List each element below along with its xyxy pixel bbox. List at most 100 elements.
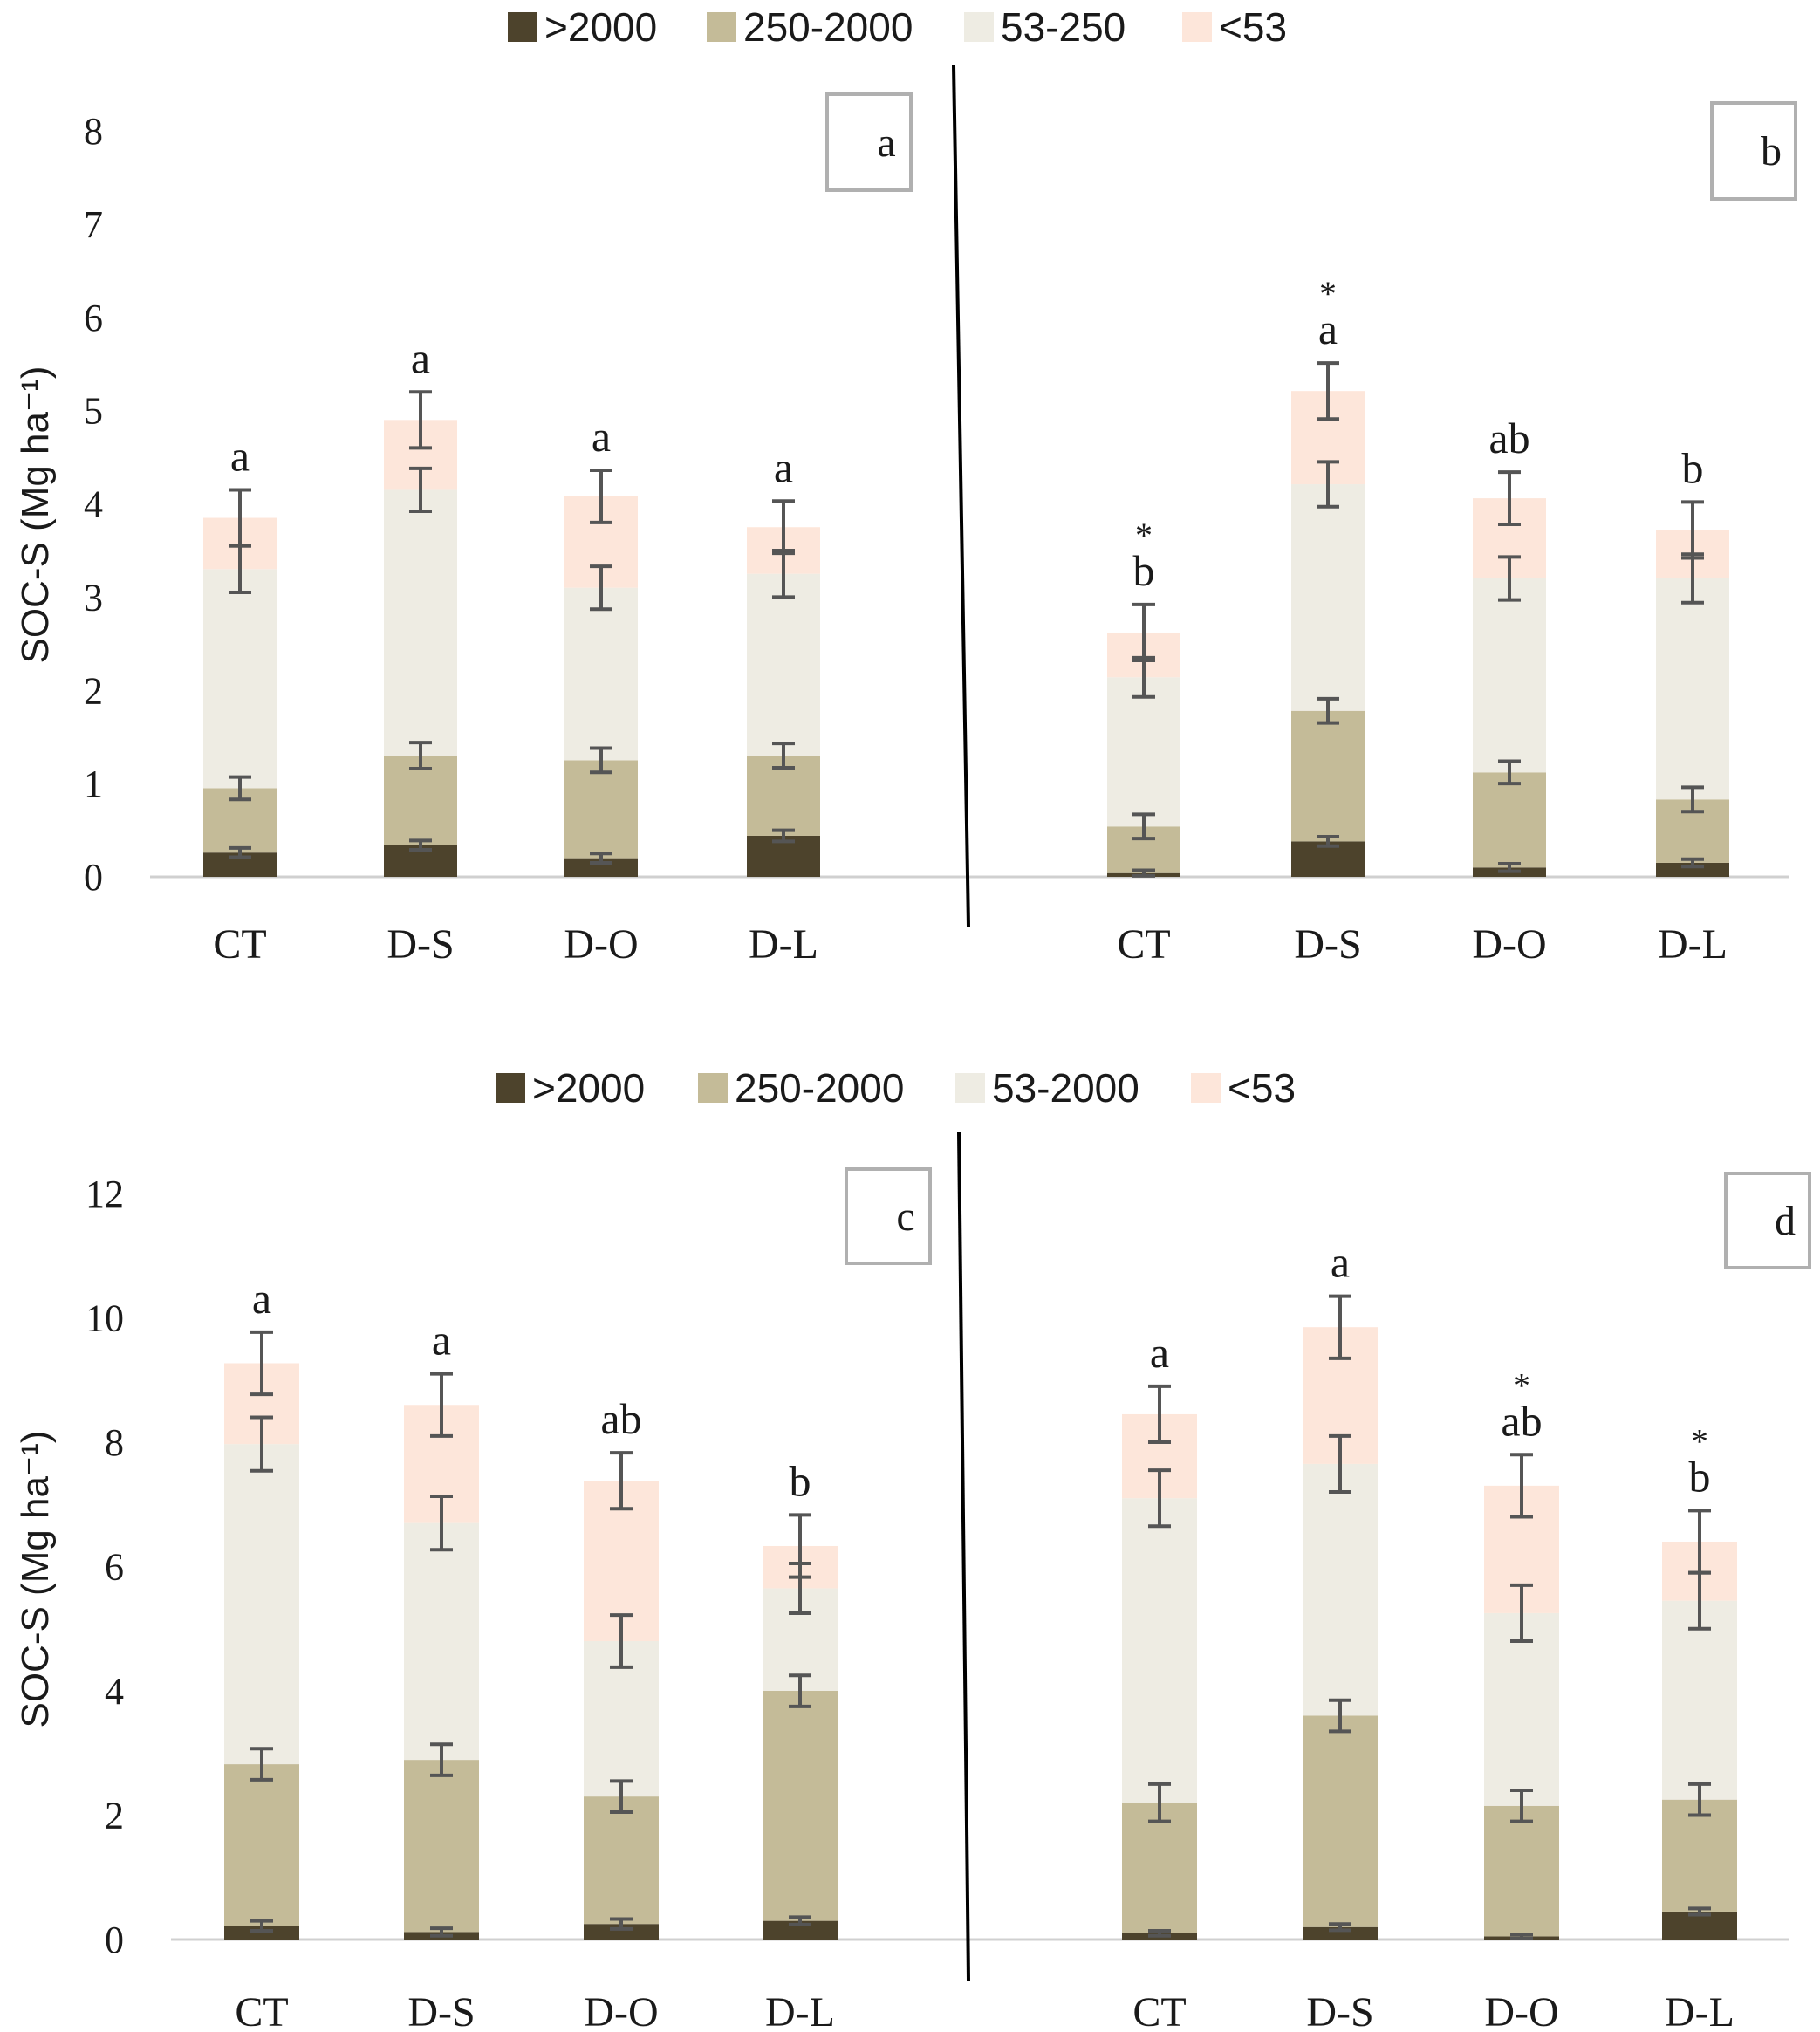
y-tick-label: 6 <box>84 297 103 339</box>
x-tick-label-d-d-l: D-L <box>1665 1989 1734 2032</box>
significance-letter-d-d-s: a <box>1331 1238 1350 1287</box>
error-bar-c-d-s-53 <box>430 1372 453 1438</box>
error-bar-a-ct-53 <box>229 488 251 548</box>
bar-segment-d-d-s-250-2000 <box>1303 1715 1378 1927</box>
y-tick-label: 7 <box>84 203 103 246</box>
y-tick-label: 0 <box>105 1919 124 1961</box>
bar-segment-a-d-o-53-250 <box>564 587 638 761</box>
bar-segment-b-ct-53-250 <box>1107 677 1180 827</box>
error-bar-a-d-o-53-250 <box>590 564 612 612</box>
y-tick-label: 12 <box>86 1173 124 1215</box>
bar-segment-d-d-l-250-2000 <box>1662 1799 1737 1912</box>
significance-letter-d-ct: a <box>1150 1328 1169 1377</box>
bar-segment-c-d-s-250-2000 <box>404 1760 479 1933</box>
error-bar-d-d-s-250-2000 <box>1329 1698 1351 1734</box>
legend-bottom-label-53: <53 <box>1228 1065 1296 1111</box>
error-bar-c-d-s-2000 <box>430 1926 453 1938</box>
bar-segment-b-d-o-53-250 <box>1473 578 1546 773</box>
error-bar-c-d-o-53-2000 <box>610 1613 633 1669</box>
bar-segment-d-d-o-250-2000 <box>1484 1805 1559 1937</box>
significance-letter-a-d-o: a <box>592 412 611 461</box>
x-tick-label-a-d-s: D-S <box>387 921 454 968</box>
significance-star-b-d-s: * <box>1319 274 1337 313</box>
legend-bottom: >2000 250-2000 53-2000 <53 <box>496 1065 1296 1111</box>
y-axis-label-bottom: SOC-S (Mg ha⁻¹) <box>14 1430 57 1728</box>
x-tick-label-c-d-l: D-L <box>765 1989 835 2032</box>
bar-segment-a-d-o-2000 <box>564 858 638 877</box>
error-bar-b-d-o-53-250 <box>1498 555 1521 602</box>
y-tick-label: 8 <box>84 110 103 153</box>
significance-letter-a-d-l: a <box>774 442 793 491</box>
error-bar-c-d-s-250-2000 <box>430 1742 453 1777</box>
significance-letter-c-d-s: a <box>432 1316 451 1365</box>
error-bar-a-d-l-2000 <box>772 828 795 844</box>
error-bar-b-d-o-250-2000 <box>1498 759 1521 786</box>
y-tick-label: 4 <box>105 1670 124 1713</box>
bar-segment-c-d-o-2000 <box>584 1924 659 1940</box>
bar-segment-a-d-o-250-2000 <box>564 760 638 859</box>
y-tick-label: 1 <box>84 763 103 805</box>
error-bar-d-d-o-250-2000 <box>1510 1789 1533 1823</box>
x-tick-label-a-d-l: D-L <box>749 921 818 968</box>
significance-star-d-d-o: * <box>1513 1365 1530 1405</box>
error-bar-d-d-s-53-2000 <box>1329 1433 1351 1494</box>
error-bar-b-d-o-53 <box>1498 470 1521 527</box>
error-bar-b-d-l-250-2000 <box>1681 785 1704 814</box>
bar-segment-b-d-o-250-2000 <box>1473 772 1546 868</box>
error-bar-d-ct-250-2000 <box>1148 1782 1171 1823</box>
bar-segment-c-ct-2000 <box>224 1926 299 1940</box>
error-bar-d-d-o-2000 <box>1510 1933 1533 1940</box>
bar-segment-c-d-l-2000 <box>763 1920 838 1940</box>
panel-d-box <box>1724 1172 1811 1269</box>
error-bar-c-d-o-250-2000 <box>610 1779 633 1814</box>
legend-bottom-swatch-53-2000 <box>955 1073 985 1103</box>
x-tick-label-b-ct: CT <box>1117 921 1170 968</box>
bar-segment-d-d-l-53-2000 <box>1662 1600 1737 1800</box>
significance-letter-b-ct: b <box>1133 546 1155 595</box>
panel-c-label: c <box>896 1194 914 1240</box>
error-bar-b-ct-2000 <box>1132 868 1155 878</box>
error-bar-b-d-l-2000 <box>1681 857 1704 869</box>
bar-segment-c-d-o-250-2000 <box>584 1796 659 1925</box>
legend-top: >2000 250-2000 53-250 <53 <box>508 4 1287 50</box>
x-tick-label-b-d-s: D-S <box>1294 921 1361 968</box>
x-tick-label-d-d-o: D-O <box>1484 1989 1558 2032</box>
x-tick-label-c-ct: CT <box>235 1989 288 2032</box>
bar-segment-b-d-l-53-250 <box>1656 578 1729 800</box>
bar-segment-a-d-s-250-2000 <box>384 756 457 845</box>
x-tick-label-a-d-o: D-O <box>564 921 638 968</box>
y-tick-label: 5 <box>84 390 103 433</box>
error-bar-b-d-s-250-2000 <box>1317 696 1339 725</box>
y-tick-label: 4 <box>84 483 103 526</box>
legend-top-label-53: <53 <box>1219 4 1287 50</box>
bar-segment-a-d-l-53-250 <box>747 573 820 756</box>
bar-segment-c-ct-250-2000 <box>224 1764 299 1926</box>
error-bar-c-ct-2000 <box>250 1919 273 1933</box>
error-bar-a-d-o-2000 <box>590 852 612 865</box>
x-tick-label-d-ct: CT <box>1132 1989 1186 2032</box>
error-bar-a-d-s-2000 <box>409 838 432 852</box>
bar-segment-a-d-s-53-250 <box>384 489 457 756</box>
significance-star-d-d-l: * <box>1691 1421 1708 1461</box>
error-bar-a-ct-2000 <box>229 845 251 859</box>
significance-star-b-ct: * <box>1135 516 1153 555</box>
significance-letter-a-d-s: a <box>411 333 430 382</box>
error-bar-a-d-l-53 <box>772 499 795 556</box>
significance-letter-b-d-l: b <box>1682 443 1704 492</box>
legend-top-label-250-2000: 250-2000 <box>743 4 913 50</box>
panel-divider <box>957 1132 970 1981</box>
bar-segment-b-d-s-53-250 <box>1291 484 1365 711</box>
legend-bottom-label-250-2000: 250-2000 <box>735 1065 904 1111</box>
significance-letter-b-d-s: a <box>1318 304 1338 353</box>
x-tick-label-a-ct: CT <box>213 921 266 968</box>
error-bar-d-d-l-250-2000 <box>1688 1782 1711 1817</box>
x-tick-label-c-d-o: D-O <box>584 1989 658 2032</box>
error-bar-a-d-s-250-2000 <box>409 741 432 771</box>
bar-segment-b-d-l-2000 <box>1656 862 1729 877</box>
bar-segment-c-ct-53-2000 <box>224 1444 299 1765</box>
legend-top-swatch-2000 <box>508 12 537 42</box>
bar-segment-a-ct-53-250 <box>203 569 277 789</box>
